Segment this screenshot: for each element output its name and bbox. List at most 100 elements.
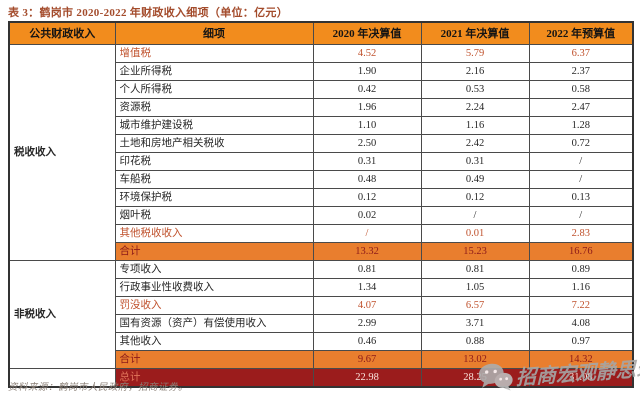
table-row: 土地和房地产相关税收 2.50 2.42 0.72	[9, 133, 634, 153]
value-cell-2020: 0.48	[312, 169, 422, 189]
table-title: 表 3：鹤岗市 2020-2022 年财政收入细项（单位：亿元）	[8, 7, 289, 19]
value-cell-2021: 0.31	[420, 151, 530, 171]
value-cell-2021: 3.71	[420, 313, 530, 333]
item-label-cell: 企业所得税	[114, 61, 314, 81]
item-label-cell: 土地和房地产相关税收	[114, 133, 314, 153]
value-cell-2020: 1.90	[312, 61, 422, 81]
value-cell-2020: 13.32	[312, 241, 422, 261]
value-cell-2020: 0.31	[312, 151, 422, 171]
fiscal-revenue-table: 公共财政收入 细项 2020 年决算值 2021 年决算值 2022 年预算值 …	[8, 21, 634, 388]
revenue-group-cell: 非税收入	[8, 259, 116, 369]
value-cell-2020: 0.42	[312, 79, 422, 99]
value-cell-2022: 14.32	[528, 349, 634, 369]
header-public-fiscal-revenue: 公共财政收入	[8, 21, 116, 45]
revenue-group-cell: 税收收入	[8, 43, 116, 261]
value-cell-2022: 0.97	[528, 331, 634, 351]
item-label-cell: 环境保护税	[114, 187, 314, 207]
value-cell-2022: 0.89	[528, 259, 634, 279]
value-cell-2020: 0.81	[312, 259, 422, 279]
item-label-cell: 其他税收收入	[114, 223, 314, 243]
item-label-cell: 其他收入	[114, 331, 314, 351]
item-label-cell: 总计	[114, 367, 314, 387]
value-cell-2022: /	[528, 205, 634, 225]
value-cell-2021: 0.88	[420, 331, 530, 351]
item-label-cell: 车船税	[114, 169, 314, 189]
header-2020-final: 2020 年决算值	[312, 21, 422, 45]
value-cell-2020: 0.12	[312, 187, 422, 207]
value-cell-2022: 0.72	[528, 133, 634, 153]
value-cell-2021: 0.53	[420, 79, 530, 99]
item-label-cell: 增值税	[114, 43, 314, 63]
item-label-cell: 印花税	[114, 151, 314, 171]
table-row: 资源税 1.96 2.24 2.47	[9, 97, 634, 117]
value-cell-2022: 0.13	[528, 187, 634, 207]
item-label-cell: 合计	[114, 349, 314, 369]
value-cell-2022: 2.47	[528, 97, 634, 117]
item-label-cell: 专项收入	[114, 259, 314, 279]
table-body: 税收收入 增值税 4.52 5.79 6.37 企业所得税 1.90 2.16 2.37 个人所得…	[8, 43, 634, 387]
value-cell-2021: 2.42	[420, 133, 530, 153]
table-row: 非税收入 专项收入 0.81 0.81 0.89	[8, 259, 634, 369]
value-cell-2020: /	[312, 223, 422, 243]
value-cell-2022: 2.37	[528, 61, 634, 81]
value-cell-2020: 4.52	[312, 43, 422, 63]
value-cell-2022: 6.37	[528, 43, 634, 63]
value-cell-2020: 9.67	[312, 349, 422, 369]
value-cell-2021: 0.12	[420, 187, 530, 207]
item-label-cell: 国有资源（资产）有偿使用收入	[114, 313, 314, 333]
item-label-cell: 合计	[114, 241, 314, 261]
value-cell-2021: 13.02	[420, 349, 530, 369]
value-cell-2020: 1.10	[312, 115, 422, 135]
value-cell-2020: 1.96	[312, 97, 422, 117]
wechat-icon	[477, 361, 513, 394]
item-label-cell: 资源税	[114, 97, 314, 117]
table-row: 行政事业性收费收入 1.34 1.05 1.16	[9, 277, 634, 297]
header-2022-budget: 2022 年预算值	[528, 21, 634, 45]
table-header-row: 公共财政收入 细项 2020 年决算值 2021 年决算值 2022 年预算值	[8, 21, 634, 45]
source-note: 资料来源：鹤岗市人民政府，招商证券。	[8, 383, 189, 393]
item-label-cell: 个人所得税	[114, 79, 314, 99]
table-row: 印花税 0.31 0.31/	[9, 151, 634, 171]
item-label-cell: 城市维护建设税	[114, 115, 314, 135]
table-row: 合计 9.67 13.02 14.32	[9, 349, 634, 369]
value-cell-2020: 2.50	[312, 133, 422, 153]
value-cell-2021: 15.23	[420, 241, 530, 261]
value-cell-2022: 2.83	[528, 223, 634, 243]
value-cell-2022: 31.08	[528, 367, 634, 387]
value-cell-2021: 0.81	[420, 259, 530, 279]
table-row: 其他税收收入/0.01 2.83	[9, 223, 634, 243]
value-cell-2022: 1.28	[528, 115, 634, 135]
value-cell-2022: 0.58	[528, 79, 634, 99]
table-row: 企业所得税 1.90 2.16 2.37	[9, 61, 634, 81]
value-cell-2021: /	[420, 205, 530, 225]
value-cell-2021: 1.05	[420, 277, 530, 297]
value-cell-2022: 4.08	[528, 313, 634, 333]
value-cell-2020: 0.02	[312, 205, 422, 225]
value-cell-2021: 0.01	[420, 223, 530, 243]
table-row: 环境保护税 0.12 0.12 0.13	[9, 187, 634, 207]
value-cell-2020: 0.46	[312, 331, 422, 351]
item-label-cell: 罚没收入	[114, 295, 314, 315]
value-cell-2022: 7.22	[528, 295, 634, 315]
value-cell-2021: 2.24	[420, 97, 530, 117]
item-label-cell: 行政事业性收费收入	[114, 277, 314, 297]
header-2021-final: 2021 年决算值	[420, 21, 530, 45]
value-cell-2022: 16.76	[528, 241, 634, 261]
value-cell-2020: 1.34	[312, 277, 422, 297]
item-label-cell: 烟叶税	[114, 205, 314, 225]
table-row: 税收收入 增值税 4.52 5.79 6.37	[8, 43, 634, 261]
value-cell-2021: 2.16	[420, 61, 530, 81]
value-cell-2021: 6.57	[420, 295, 530, 315]
revenue-group-cell	[8, 367, 116, 387]
value-cell-2022: /	[528, 151, 634, 171]
value-cell-2022: /	[528, 169, 634, 189]
header-detail-item: 细项	[114, 21, 314, 45]
table-row: 烟叶税 0.02//	[9, 205, 634, 225]
value-cell-2020: 4.07	[312, 295, 422, 315]
value-cell-2021: 1.16	[420, 115, 530, 135]
value-cell-2022: 1.16	[528, 277, 634, 297]
watermark: 招商宏观静思录	[477, 351, 640, 394]
value-cell-2021: 0.49	[420, 169, 530, 189]
value-cell-2021: 5.79	[420, 43, 530, 63]
